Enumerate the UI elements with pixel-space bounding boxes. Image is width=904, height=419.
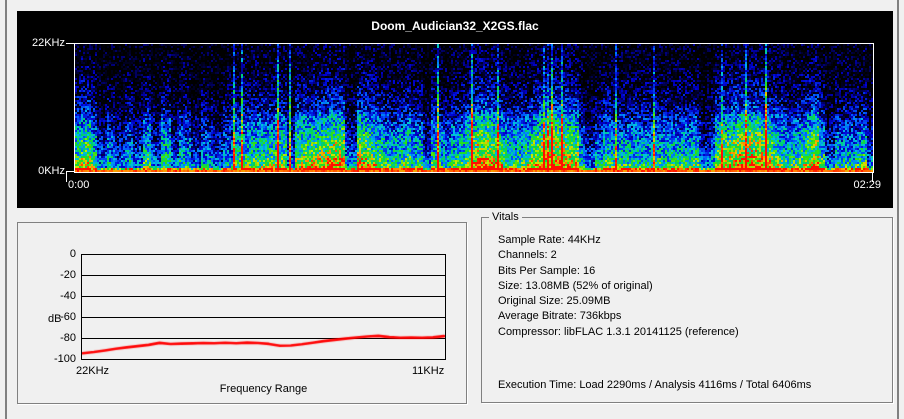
y-axis-label: dB <box>48 313 62 325</box>
vitals-average-bitrate: Average Bitrate: 736kbps <box>498 310 622 323</box>
vitals-channels: Channels: 2 <box>498 249 557 262</box>
vitals-bits-per-sample: Bits Per Sample: 16 <box>498 264 596 277</box>
execution-time: Execution Time: Load 2290ms / Analysis 4… <box>498 379 812 391</box>
vitals-sample-rate: Sample Rate: 44KHz <box>498 234 601 246</box>
y-tick-80: -80 <box>60 332 76 344</box>
vitals-groupbox: Vitals Sample Rate: 44KHz Channels: 2 Bi… <box>481 211 893 403</box>
window-right-border <box>897 0 899 419</box>
y-tick-20: -20 <box>60 269 76 281</box>
x-axis-left-label: 22KHz <box>76 365 110 377</box>
y-tick-40: -40 <box>60 290 76 302</box>
time-end-tick <box>872 172 873 182</box>
time-start-tick <box>66 172 67 182</box>
x-axis-right-label: 11KHz <box>412 365 445 377</box>
x-axis-title: Frequency Range <box>219 383 308 395</box>
y-tick-60: -60 <box>60 311 76 323</box>
y-tick-100: -100 <box>53 353 76 365</box>
time-start-label: 0:00 <box>68 179 90 191</box>
frequency-response-plot <box>81 254 446 360</box>
vitals-legend: Vitals <box>489 211 522 223</box>
vitals-compressor: Compressor: libFLAC 1.3.1 20141125 (refe… <box>498 325 739 338</box>
spectrogram-plot <box>74 43 874 173</box>
freq-top-tick <box>66 43 74 44</box>
spectrogram-panel: Doom_Audician32_X2GS.flac 22KHz 0KHz 0:0… <box>17 11 893 208</box>
time-end-label: 02:29 <box>853 179 881 191</box>
vitals-lines: Sample Rate: 44KHz Channels: 2 Bits Per … <box>498 233 739 340</box>
vitals-size: Size: 13.08MB (52% of original) <box>498 279 653 292</box>
window-left-border <box>5 0 7 419</box>
file-title: Doom_Audician32_X2GS.flac <box>371 19 539 33</box>
spectrogram-freq-top-label: 22KHz <box>31 37 65 49</box>
frequency-response-panel: 0 -20 -40 -60 -80 -100 dB 22KHz 11KHz Fr… <box>17 222 467 404</box>
vitals-original-size: Original Size: 25.09MB <box>498 295 611 308</box>
y-tick-0: 0 <box>69 248 76 260</box>
freq-bottom-tick <box>66 171 74 172</box>
spectrogram-canvas <box>75 44 873 172</box>
response-line-canvas <box>82 255 445 359</box>
spectrogram-freq-bottom-label: 0KHz <box>38 165 65 177</box>
